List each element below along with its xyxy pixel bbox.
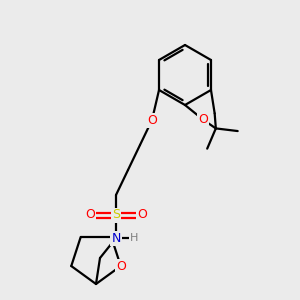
Text: O: O (116, 260, 126, 272)
Text: O: O (199, 113, 208, 126)
Text: N: N (111, 232, 121, 244)
Text: S: S (112, 208, 120, 221)
Text: H: H (130, 233, 138, 243)
Text: O: O (85, 208, 95, 221)
Text: O: O (147, 113, 157, 127)
Text: O: O (137, 208, 147, 221)
